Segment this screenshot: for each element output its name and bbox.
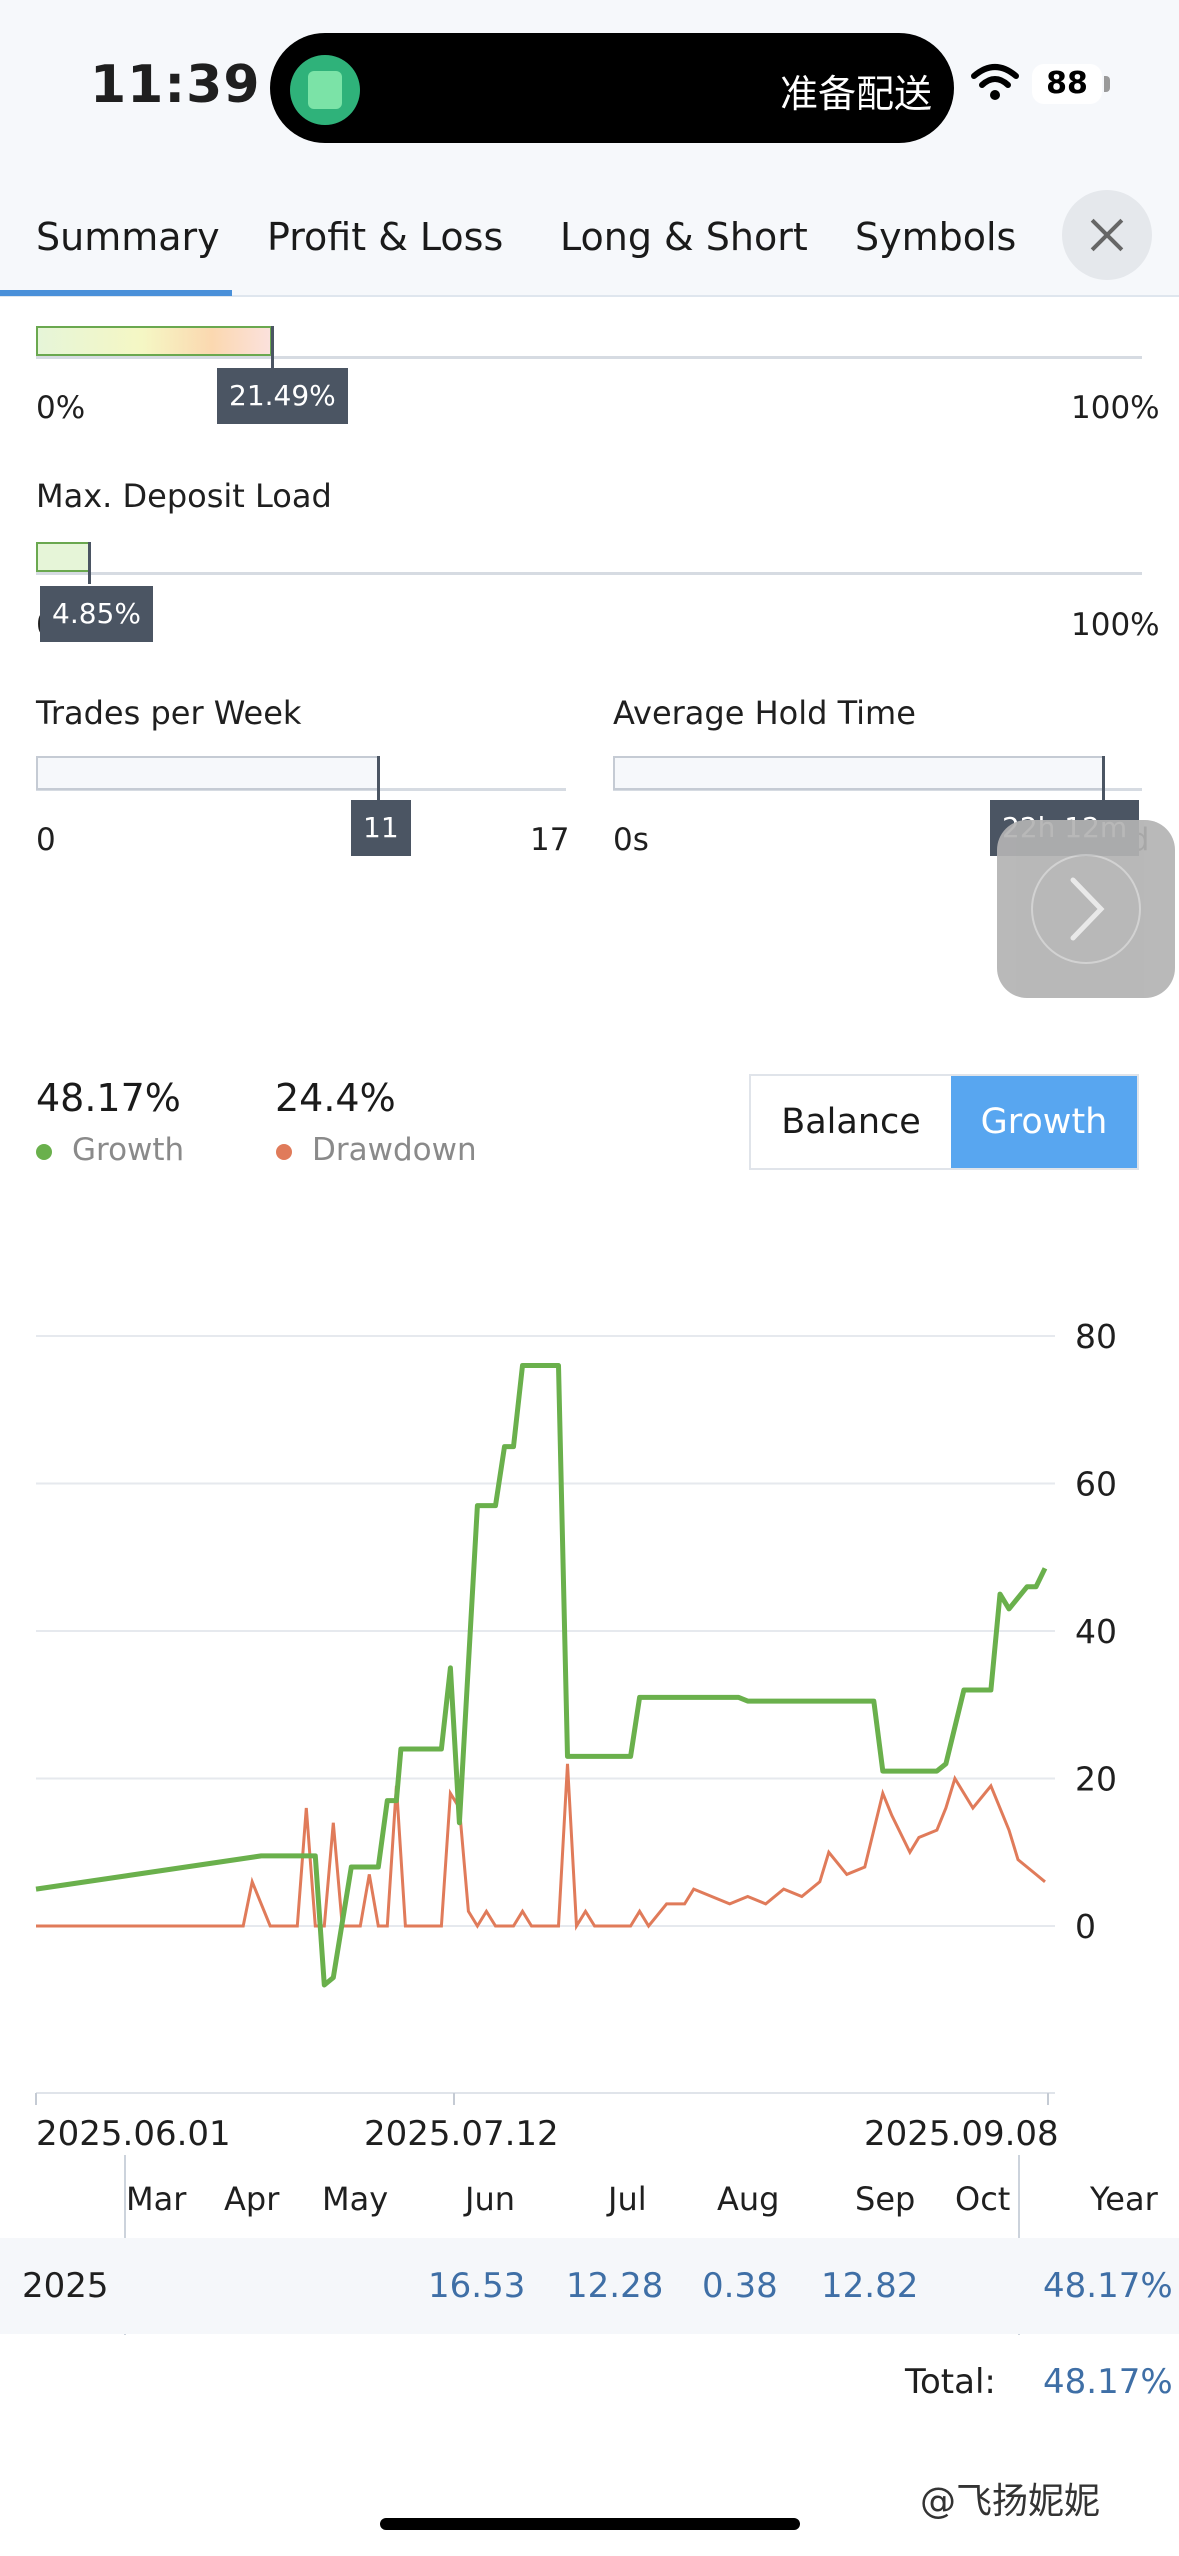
- row-year: 2025: [22, 2266, 109, 2306]
- cell-year-total: 48.17%: [1043, 2266, 1173, 2306]
- total-label: Total:: [905, 2362, 996, 2402]
- y-tick-label: 0: [1075, 1907, 1096, 1946]
- y-tick-label: 60: [1075, 1465, 1117, 1504]
- chevron-right-icon: [1070, 877, 1105, 941]
- cell-sep: 12.82: [821, 2266, 919, 2306]
- trades-bar-min-label: 0: [36, 822, 56, 858]
- growth-button[interactable]: Growth: [951, 1076, 1137, 1168]
- load-bar-fill: [36, 326, 272, 356]
- month-header: Apr: [224, 2180, 280, 2218]
- month-header: Mar: [126, 2180, 187, 2218]
- month-header: Oct: [955, 2180, 1011, 2218]
- cell-jun: 16.53: [428, 2266, 526, 2306]
- hold-bar-fill: [613, 756, 1104, 790]
- drawdown-series-line: [36, 1763, 1046, 1931]
- cell-aug: 0.38: [702, 2266, 778, 2306]
- hold-bar-marker: [1102, 756, 1105, 800]
- month-header: Aug: [717, 2180, 780, 2218]
- deposit-bar-marker: [88, 542, 91, 584]
- balance-button[interactable]: Balance: [751, 1076, 951, 1168]
- month-header: Jul: [608, 2180, 647, 2218]
- status-time: 11:39: [90, 55, 261, 115]
- y-tick-label: 20: [1075, 1760, 1117, 1799]
- drawdown-value: 24.4%: [275, 1076, 396, 1120]
- growth-series-line: [35, 1363, 1048, 1988]
- battery-tip: [1104, 76, 1110, 92]
- growth-legend-label: Growth: [72, 1132, 185, 1168]
- drawdown-legend-label: Drawdown: [312, 1132, 477, 1168]
- y-tick-label: 80: [1075, 1317, 1117, 1356]
- dynamic-island[interactable]: 准备配送: [270, 33, 954, 143]
- tab-symbols[interactable]: Symbols: [855, 215, 1017, 259]
- month-header: Year: [1090, 2180, 1158, 2218]
- x-tick-label: 2025.09.08: [864, 2114, 1059, 2154]
- trades-bar-marker: [377, 756, 380, 800]
- deposit-bar-track: [36, 572, 1142, 575]
- tab-summary[interactable]: Summary: [36, 215, 220, 259]
- active-tab-indicator: [0, 290, 232, 296]
- load-bar-tooltip: 21.49%: [217, 368, 348, 424]
- battery-indicator: 88: [1032, 64, 1102, 104]
- trades-bar-fill: [36, 756, 379, 790]
- drawdown-legend-dot: [276, 1144, 292, 1160]
- home-indicator[interactable]: [380, 2518, 800, 2530]
- max-deposit-load-title: Max. Deposit Load: [36, 477, 332, 515]
- growth-legend-dot: [36, 1144, 52, 1160]
- cell-jul: 12.28: [566, 2266, 664, 2306]
- island-status-text: 准备配送: [779, 72, 932, 116]
- trades-per-week-title: Trades per Week: [36, 694, 302, 732]
- table-row: 2025 16.53 12.28 0.38 12.82 48.17%: [0, 2238, 1179, 2334]
- load-bar-marker: [271, 326, 274, 368]
- tab-long-short[interactable]: Long & Short: [560, 215, 808, 259]
- month-header: Jun: [465, 2180, 515, 2218]
- x-tick-label: 2025.07.12: [364, 2114, 559, 2154]
- trades-bar-max-label: 17: [530, 822, 570, 858]
- deposit-bar-tooltip: 4.85%: [40, 586, 153, 642]
- status-bar: 11:39 准备配送 88: [0, 0, 1179, 165]
- y-tick-label: 40: [1075, 1612, 1117, 1651]
- tab-bar: Summary Profit & Loss Long & Short Symbo…: [0, 165, 1179, 297]
- month-header: May: [322, 2180, 389, 2218]
- delivery-app-icon: [290, 55, 360, 125]
- chart-mode-toggle: Balance Growth: [749, 1074, 1139, 1170]
- trades-bar-tooltip: 11: [351, 800, 411, 856]
- close-icon[interactable]: [1062, 190, 1152, 280]
- wifi-icon: [971, 64, 1019, 100]
- deposit-bar-max-label: 100%: [1071, 607, 1160, 643]
- watermark: @飞扬妮妮: [920, 2481, 1101, 2522]
- deposit-bar-fill: [36, 542, 90, 572]
- hold-bar-min-label: 0s: [613, 822, 649, 858]
- growth-chart: 80 60 40 20 0: [35, 1317, 1117, 2105]
- growth-value: 48.17%: [36, 1076, 181, 1120]
- total-value: 48.17%: [1043, 2362, 1173, 2402]
- load-bar-track: [36, 356, 1142, 359]
- tab-profit-loss[interactable]: Profit & Loss: [267, 215, 504, 259]
- load-bar-min-label: 0%: [36, 390, 86, 426]
- floating-next-button[interactable]: [997, 820, 1175, 998]
- load-bar-max-label: 100%: [1071, 390, 1160, 426]
- x-tick-label: 2025.06.01: [36, 2114, 231, 2154]
- month-header: Sep: [855, 2180, 916, 2218]
- average-hold-time-title: Average Hold Time: [613, 694, 916, 732]
